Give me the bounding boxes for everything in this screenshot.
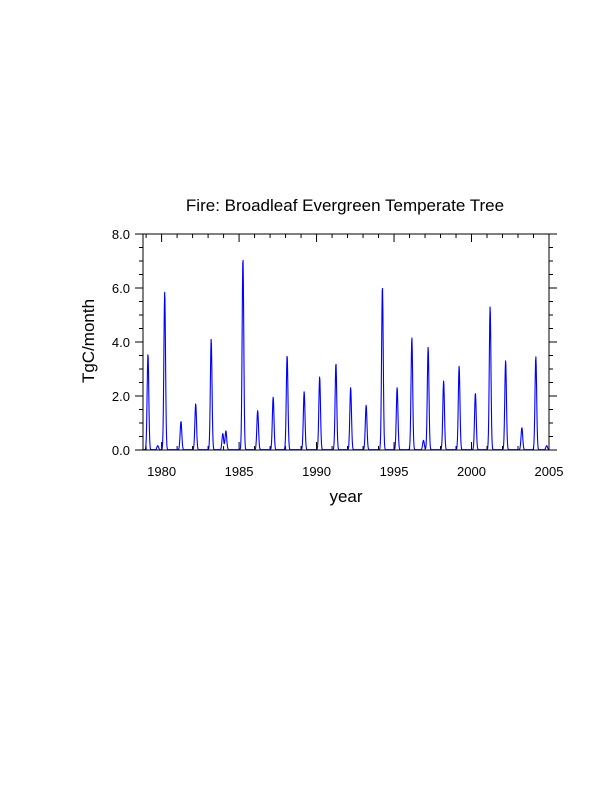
y-tick-label: 0.0	[112, 443, 130, 458]
y-tick-label: 8.0	[112, 227, 130, 242]
x-tick-label: 2005	[535, 464, 564, 479]
plot-frame	[142, 233, 550, 451]
x-tick-label: 1980	[147, 464, 176, 479]
x-tick-label: 1985	[225, 464, 254, 479]
y-tick-label: 4.0	[112, 335, 130, 350]
tick-labels: 1980 1985 1990 1995 2000 2005 0.0 2.0 4.0 6.0 8.0	[112, 227, 564, 479]
axis-ticks	[135, 233, 557, 451]
x-tick-label: 1990	[302, 464, 331, 479]
x-tick-label: 1995	[380, 464, 409, 479]
x-tick-label: 2000	[457, 464, 486, 479]
y-axis-label: TgC/month	[79, 299, 98, 383]
chart-title: Fire: Broadleaf Evergreen Temperate Tree	[186, 196, 504, 215]
series-line	[142, 259, 550, 451]
y-tick-label: 2.0	[112, 389, 130, 404]
x-axis-label: year	[329, 487, 362, 506]
y-tick-label: 6.0	[112, 281, 130, 296]
